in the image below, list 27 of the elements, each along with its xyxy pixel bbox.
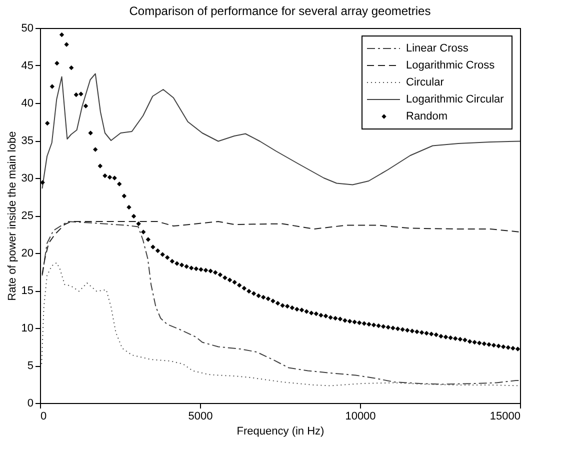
y-axis-title: Rate of power inside the main lobe	[6, 131, 18, 301]
x-axis-title: Frequency (in Hz)	[236, 426, 324, 438]
y-tick-label: 35	[21, 135, 34, 147]
x-tick-label: 10000	[345, 410, 376, 422]
legend-label: Logarithmic Cross	[406, 60, 496, 72]
y-tick-label: 20	[21, 248, 34, 260]
legend-label: Circular	[406, 76, 444, 88]
y-tick-label: 50	[21, 22, 34, 34]
y-tick-label: 45	[21, 60, 34, 72]
x-tick-label: 5000	[188, 410, 213, 422]
y-tick-label: 30	[21, 172, 34, 184]
x-tick-label: 0	[40, 410, 47, 422]
legend-label: Random	[406, 110, 448, 122]
y-tick-label: 0	[27, 398, 34, 410]
line-series	[42, 73, 520, 189]
chart-title: Comparison of performance for several array geometries	[129, 4, 431, 18]
x-tick-label: 15000	[490, 410, 520, 422]
line-series	[42, 221, 520, 274]
y-tick-label: 40	[21, 98, 34, 110]
legend-label: Linear Cross	[406, 42, 469, 54]
y-tick-label: 5	[27, 360, 34, 372]
y-tick-label: 10	[21, 322, 34, 334]
y-tick-label: 15	[21, 285, 34, 297]
line-series	[42, 221, 520, 385]
line-series	[41, 262, 520, 386]
legend-label: Logarithmic Circular	[406, 94, 504, 106]
y-tick-label: 25	[21, 210, 34, 222]
